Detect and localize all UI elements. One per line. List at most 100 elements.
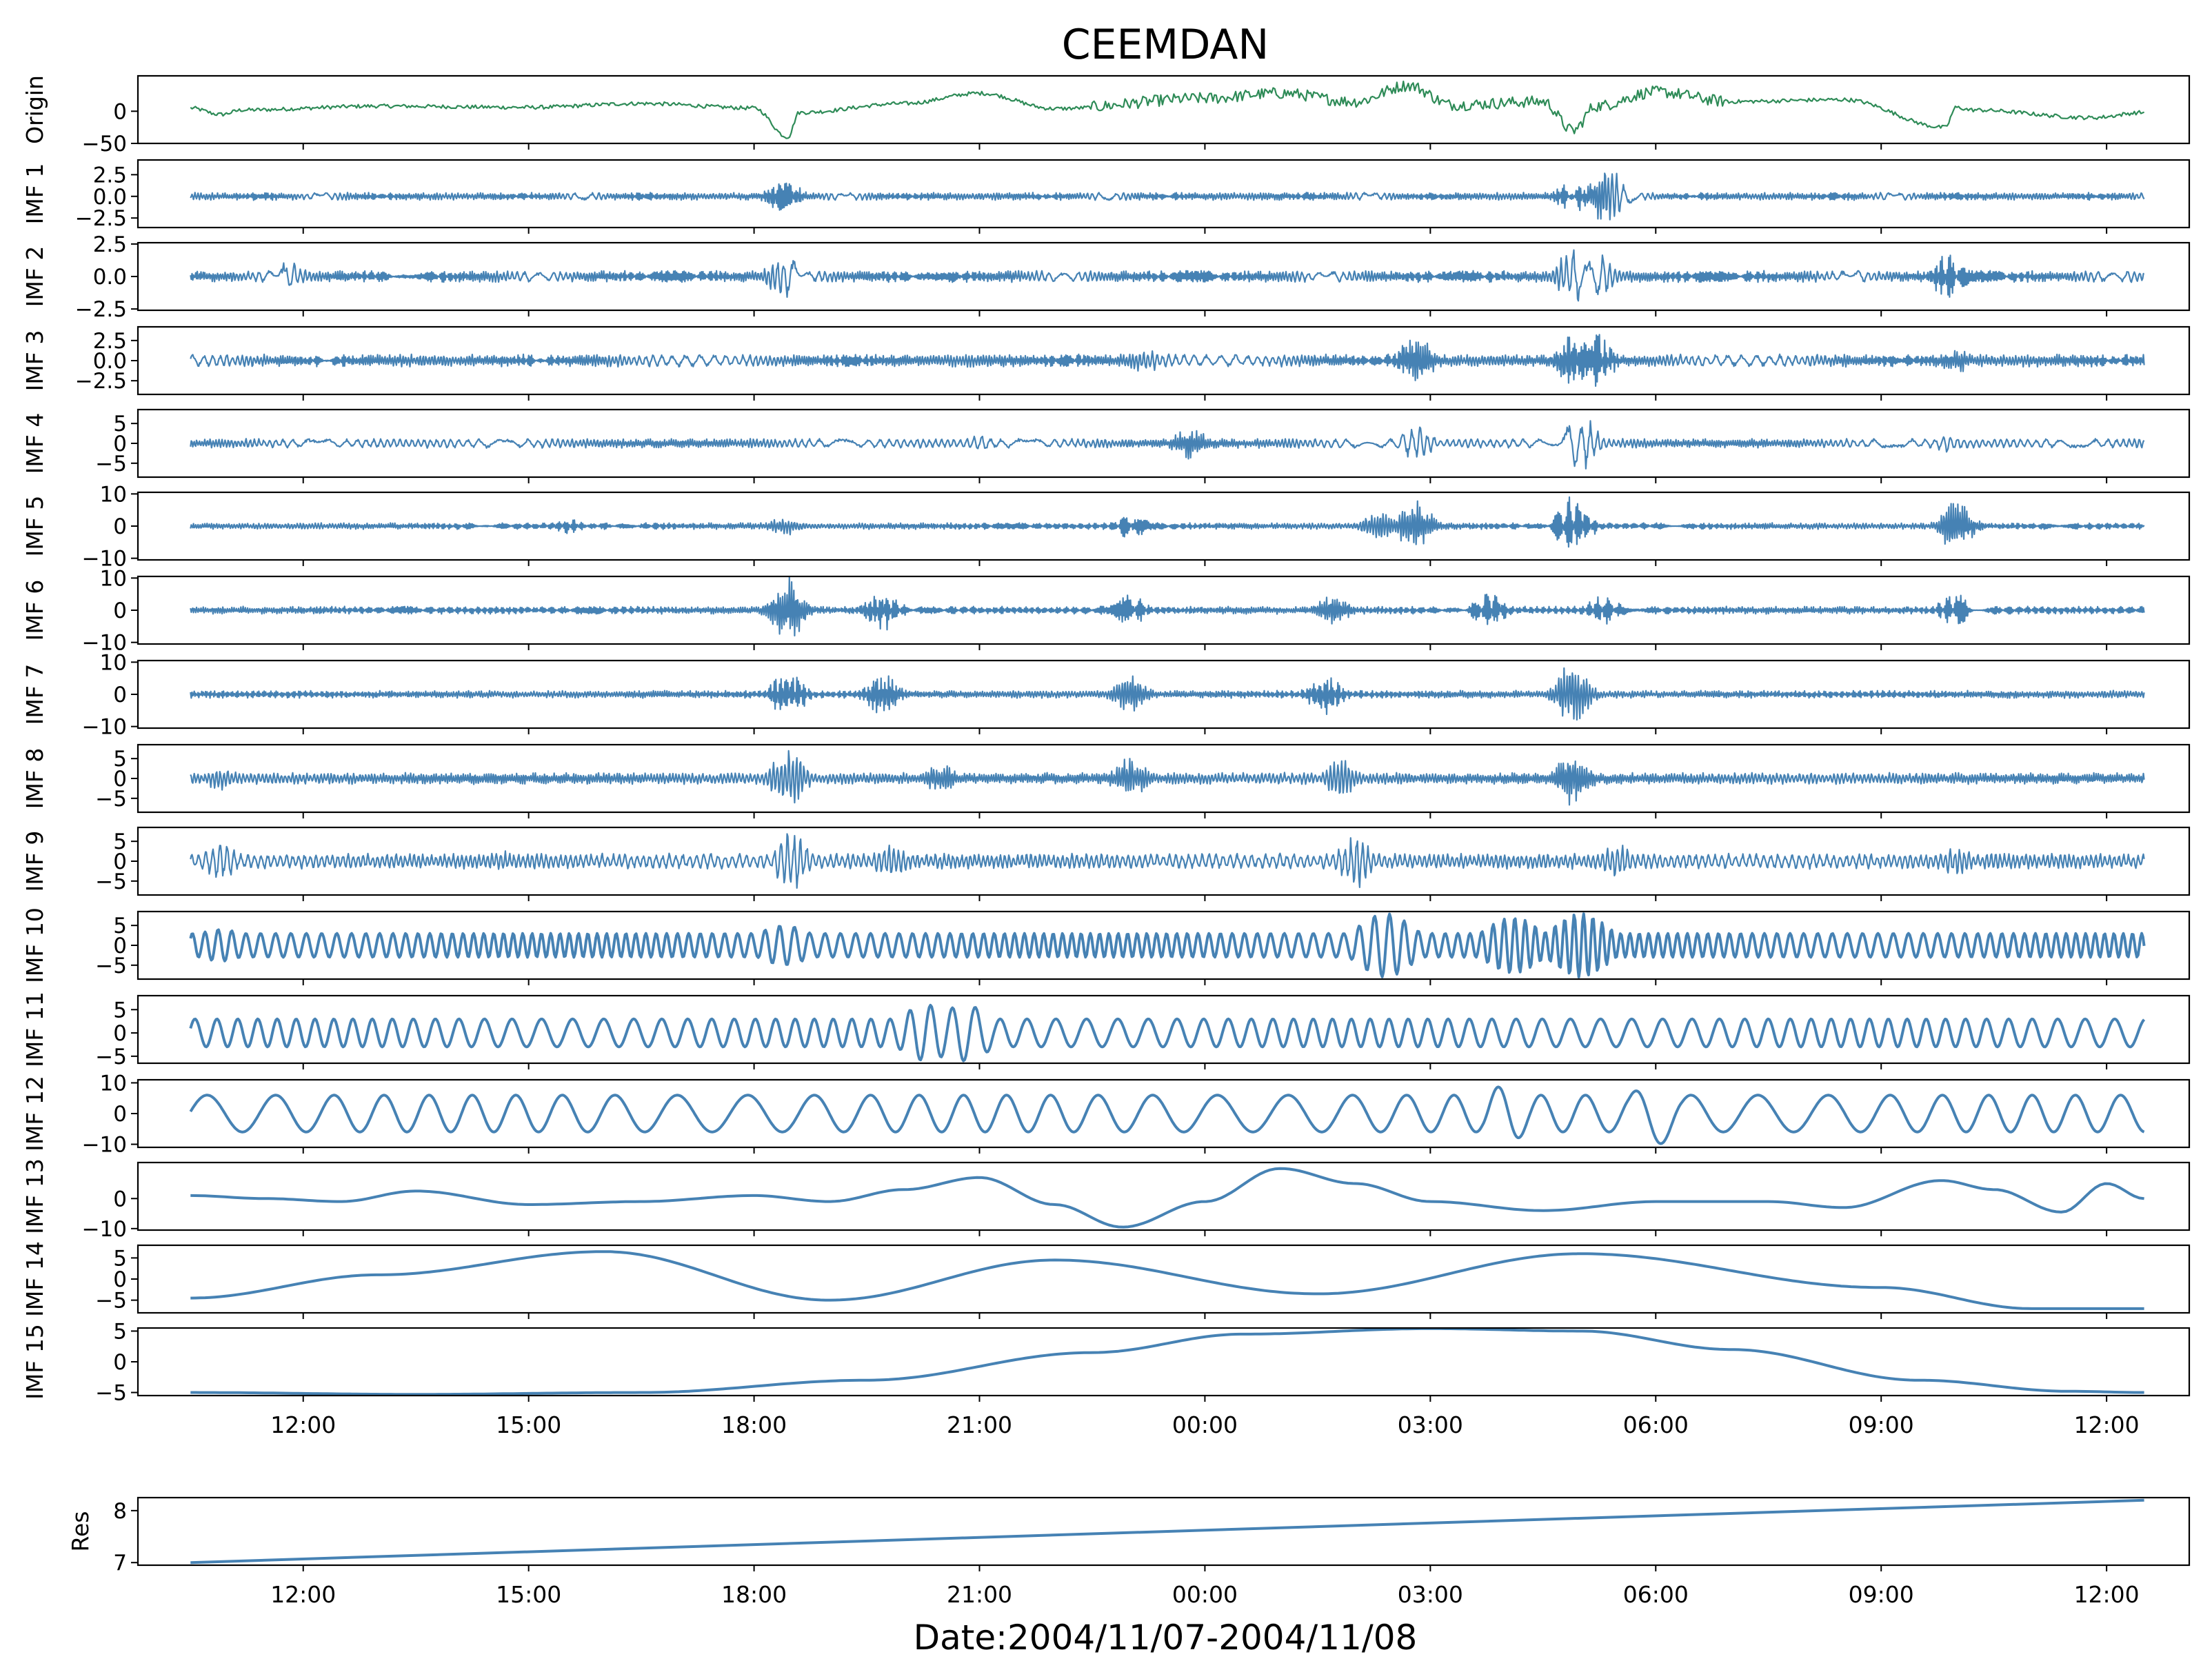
x-axis-label: Date:2004/11/07-2004/11/08 (914, 1618, 1418, 1658)
axes-frame (137, 994, 2191, 1065)
panel-imf-12: 10 0 −10 IMF 12 (21, 1071, 2191, 1158)
series-line-imf-14 (190, 1250, 2144, 1310)
panel-label: Res (67, 1511, 94, 1552)
y-tick-label: 0 (113, 1187, 127, 1211)
x-tick-label: 00:00 (1172, 1411, 1238, 1438)
series-line-imf-6 (190, 576, 2145, 637)
y-tick-label: 2.5 (93, 232, 127, 257)
panel-label: IMF 1 (21, 163, 48, 225)
series-line-res (190, 1498, 2144, 1565)
x-tick-label: 06:00 (1623, 1411, 1689, 1438)
panel-imf-15: 5 0 −5 IMF 15 (21, 1319, 2191, 1406)
y-tick-label: −5 (95, 954, 127, 978)
x-tick-label: 03:00 (1398, 1411, 1463, 1438)
y-tick-label: −2.5 (75, 369, 127, 394)
series-line-imf-12 (189, 1085, 2145, 1145)
panel-imf-3: 2.50.0−2.5 IMF 3 (21, 325, 2191, 401)
x-tick-label: 12:00 (270, 1411, 336, 1438)
panel-imf-14: 50−5 IMF 14 (21, 1241, 2191, 1319)
y-tick-label: 10 (100, 650, 127, 675)
axes-frame (137, 74, 2191, 145)
y-tick-label: −5 (95, 452, 127, 476)
y-tick-label: −10 (82, 1133, 127, 1158)
y-tick-label: −10 (82, 547, 127, 572)
panel-label: IMF 2 (21, 246, 48, 308)
panel-label: IMF 6 (21, 580, 48, 641)
y-tick-label: 10 (100, 566, 127, 591)
panel-label: IMF 11 (21, 992, 48, 1067)
panel-origin: 0 −50 Origin (21, 74, 2191, 157)
x-tick-label: 09:00 (1849, 1411, 1914, 1438)
y-tick-label: −5 (95, 869, 127, 894)
panel-label: IMF 12 (21, 1076, 48, 1151)
y-tick-label: −10 (82, 715, 127, 740)
series-line-imf-3 (190, 334, 2145, 388)
x-tick-label: 12:00 (2074, 1581, 2140, 1608)
series-line-imf-5 (190, 496, 2145, 548)
y-tick-label: −10 (82, 1217, 127, 1242)
y-tick-label: −5 (95, 1289, 127, 1314)
y-tick-label: 0 (113, 514, 127, 539)
panel-imf-7: 10 0 −10 IMF 7 (21, 650, 2191, 740)
panel-label: IMF 5 (21, 496, 48, 557)
axes-frame (137, 1496, 2191, 1567)
y-tick-label: 2.5 (93, 329, 127, 354)
y-tick-label: −50 (82, 132, 127, 157)
y-tick-label: 0 (113, 849, 127, 874)
panel-label: IMF 9 (21, 831, 48, 892)
y-tick-label: 0 (113, 1267, 127, 1292)
y-tick-label: −2.5 (75, 206, 127, 231)
y-tick-label: 0 (113, 934, 127, 958)
panel-imf-10: 50−5 IMF 10 (21, 907, 2191, 985)
x-tick-label: 15:00 (496, 1581, 561, 1608)
series-line-imf-2 (190, 249, 2145, 302)
y-tick-label: 5 (113, 412, 127, 436)
panel-label: IMF 3 (21, 330, 48, 392)
x-tick-label: 18:00 (721, 1411, 787, 1438)
x-tick-label: 21:00 (947, 1411, 1012, 1438)
panel-res: 8 7 Res (67, 1496, 2191, 1576)
series-line-imf-15 (190, 1328, 2144, 1396)
x-tick-label: 09:00 (1849, 1581, 1914, 1608)
panel-imf-4: 50−5 IMF 4 (21, 408, 2191, 483)
y-tick-label: 0.0 (93, 265, 127, 290)
y-tick-label: 0 (113, 1350, 127, 1375)
x-tick-label: 06:00 (1623, 1581, 1689, 1608)
series-line-imf-4 (190, 420, 2145, 470)
chart-title: CEEMDAN (1062, 21, 1269, 69)
y-tick-label: 0.0 (93, 349, 127, 374)
panel-label: IMF 15 (21, 1324, 48, 1400)
panel-label: IMF 8 (21, 748, 48, 809)
y-tick-label: 10 (100, 1071, 127, 1096)
panel-label: IMF 13 (21, 1158, 48, 1234)
y-tick-label: −5 (95, 1045, 127, 1069)
x-tick-label: 18:00 (721, 1581, 787, 1608)
y-tick-label: −5 (95, 787, 127, 812)
panel-label: IMF 4 (21, 413, 48, 474)
series-line-imf-8 (190, 750, 2145, 806)
x-tick-label: 15:00 (496, 1411, 561, 1438)
y-tick-label: 0.0 (93, 185, 127, 210)
panel-imf-6: 10 0 −10 IMF 6 (21, 566, 2191, 656)
y-tick-label: 5 (113, 1319, 127, 1344)
axes-frame (137, 1161, 2191, 1231)
panel-label: IMF 10 (21, 907, 48, 983)
y-tick-label: 0 (113, 1021, 127, 1046)
y-tick-label: 8 (113, 1499, 127, 1524)
y-tick-label: 5 (113, 829, 127, 854)
y-tick-label: 5 (113, 914, 127, 938)
y-tick-label: 5 (113, 998, 127, 1023)
x-tick-label: 21:00 (947, 1581, 1012, 1608)
y-tick-label: 5 (113, 747, 127, 772)
y-tick-label: 0 (113, 767, 127, 792)
y-tick-label: 10 (100, 482, 127, 507)
series-line-imf-10 (189, 912, 2146, 978)
panel-imf-13: 0 −10 IMF 13 (21, 1158, 2191, 1242)
y-tick-label: −5 (95, 1381, 127, 1406)
panel-imf-8: 50−5 IMF 8 (21, 743, 2191, 818)
y-tick-label: 0 (113, 683, 127, 707)
series-line-imf-1 (190, 172, 2145, 221)
x-tick-label: 12:00 (2074, 1411, 2140, 1438)
